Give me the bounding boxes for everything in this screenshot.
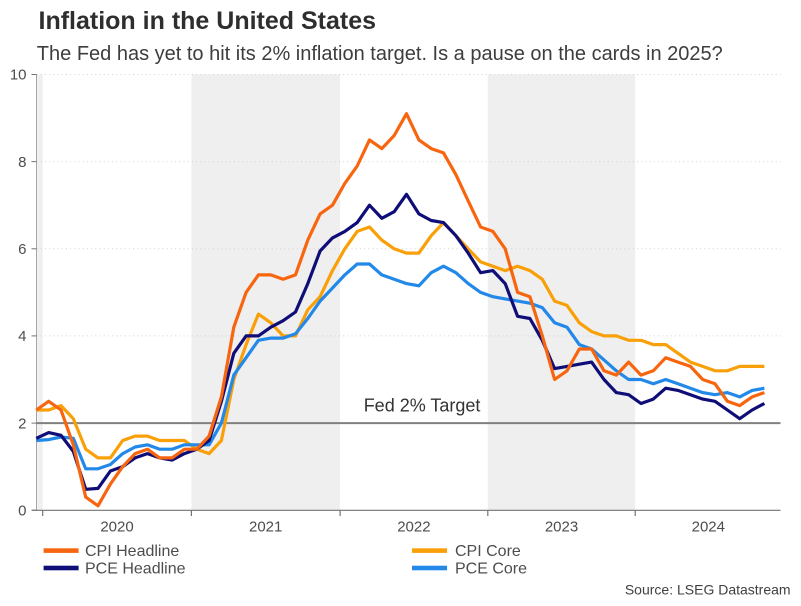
svg-text:2020: 2020: [100, 519, 133, 536]
svg-text:PCE Core: PCE Core: [455, 561, 527, 578]
svg-text:Inflation in the United States: Inflation in the United States: [39, 7, 377, 35]
svg-text:4: 4: [18, 328, 26, 345]
svg-text:2023: 2023: [545, 519, 578, 536]
svg-text:Source: LSEG Datastream: Source: LSEG Datastream: [625, 582, 791, 598]
svg-text:2024: 2024: [692, 519, 725, 536]
svg-text:8: 8: [18, 154, 26, 171]
svg-text:Fed 2% Target: Fed 2% Target: [364, 395, 481, 415]
svg-text:PCE Headline: PCE Headline: [85, 561, 186, 578]
svg-text:The Fed has yet to hit its 2%: The Fed has yet to hit its 2% inflation …: [37, 43, 723, 65]
svg-text:2022: 2022: [397, 519, 430, 536]
svg-text:10: 10: [10, 67, 27, 84]
svg-text:0: 0: [18, 502, 26, 519]
svg-text:CPI Headline: CPI Headline: [85, 543, 179, 560]
svg-text:2021: 2021: [249, 519, 282, 536]
svg-text:CPI Core: CPI Core: [455, 543, 521, 560]
svg-text:2: 2: [18, 415, 26, 432]
svg-text:6: 6: [18, 241, 26, 258]
